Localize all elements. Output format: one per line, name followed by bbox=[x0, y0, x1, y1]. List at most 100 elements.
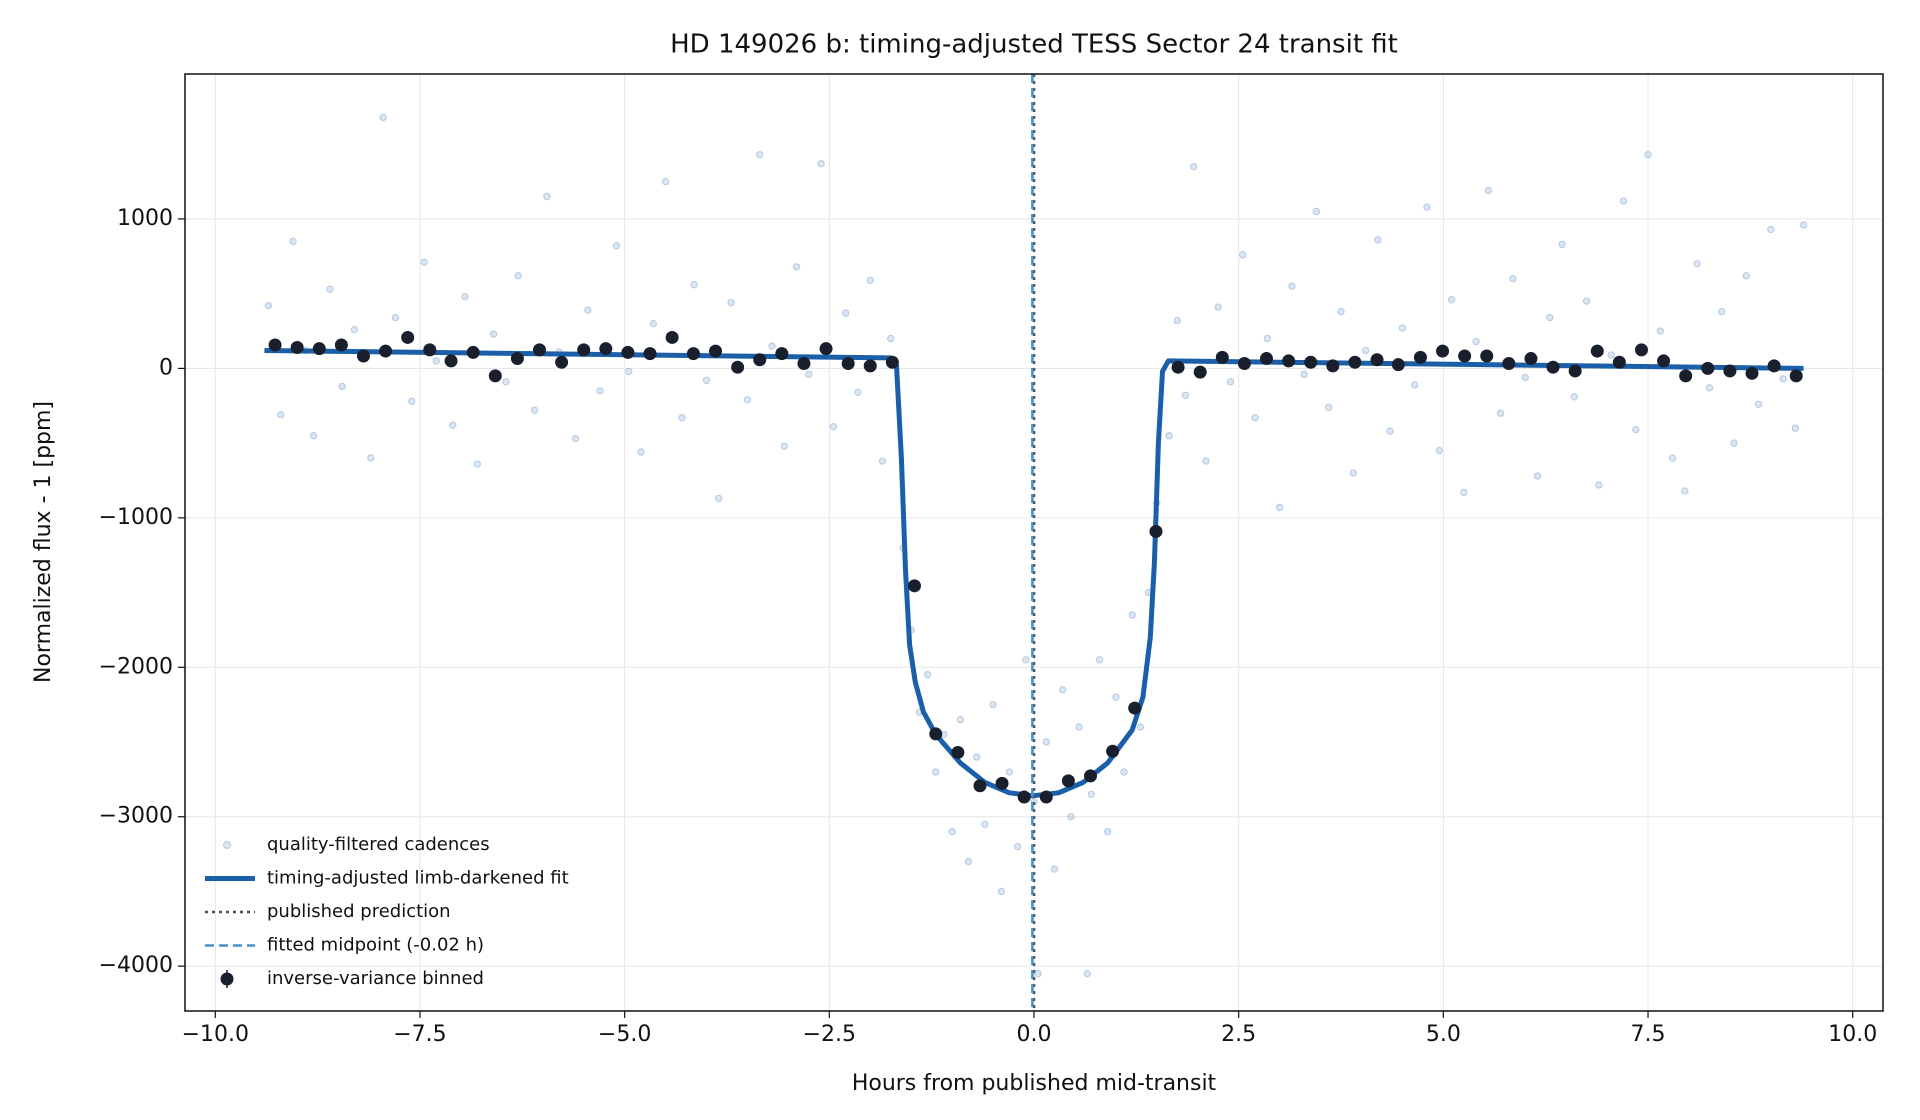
cadence-point bbox=[1042, 738, 1050, 746]
cadence-point bbox=[1374, 236, 1382, 244]
binned-point bbox=[731, 360, 745, 374]
binned-point bbox=[797, 356, 811, 370]
binned-point bbox=[423, 343, 437, 357]
binned-point bbox=[312, 342, 326, 356]
cadence-point bbox=[997, 887, 1005, 896]
binned-point bbox=[1657, 354, 1671, 368]
binned-point bbox=[1745, 366, 1759, 380]
cadence-point bbox=[350, 325, 359, 334]
cadence-point bbox=[473, 460, 481, 468]
cadence-point bbox=[1718, 307, 1726, 316]
cadence-point bbox=[1034, 969, 1042, 978]
cadence-point bbox=[1120, 768, 1128, 776]
binned-point bbox=[268, 338, 282, 352]
cadence-point bbox=[1050, 865, 1059, 873]
cadence-point bbox=[596, 387, 604, 395]
binned-point bbox=[599, 342, 613, 356]
cadence-point bbox=[1103, 827, 1112, 836]
cadence-point bbox=[1095, 656, 1104, 664]
binned-point bbox=[1590, 344, 1604, 358]
y-tick-label: 0 bbox=[159, 355, 173, 380]
cadence-point bbox=[1509, 275, 1517, 283]
cadence-point bbox=[379, 113, 387, 122]
cadence-point bbox=[1656, 327, 1665, 335]
cadence-point bbox=[408, 397, 416, 405]
binned-point bbox=[1171, 360, 1185, 374]
y-tick-label: −3000 bbox=[99, 804, 173, 829]
binned-point bbox=[1436, 344, 1450, 358]
cadence-point bbox=[878, 457, 887, 465]
cadence-point bbox=[326, 285, 334, 293]
cadence-point bbox=[1423, 203, 1431, 211]
cadence-point bbox=[1263, 334, 1272, 343]
binned-point bbox=[1524, 352, 1538, 366]
cadence-point bbox=[1619, 197, 1628, 205]
cadence-point bbox=[1058, 686, 1067, 694]
x-axis-label: Hours from published mid-transit bbox=[852, 1071, 1217, 1096]
cadence-point bbox=[989, 700, 997, 709]
binned-point bbox=[1458, 349, 1472, 363]
cadence-point bbox=[829, 422, 838, 431]
cadence-point bbox=[1546, 313, 1554, 322]
legend-icon bbox=[223, 841, 231, 849]
cadence-point bbox=[1386, 427, 1394, 435]
cadence-point bbox=[981, 820, 989, 828]
cadence-point bbox=[1325, 403, 1333, 411]
binned-point bbox=[334, 338, 348, 352]
cadence-point bbox=[1693, 260, 1701, 268]
cadence-point bbox=[530, 406, 539, 414]
legend-icon bbox=[220, 972, 234, 986]
y-tick-label: −2000 bbox=[99, 654, 173, 679]
binned-point bbox=[510, 352, 524, 366]
x-tick-label: 5.0 bbox=[1426, 1022, 1461, 1047]
cadence-point bbox=[1136, 723, 1145, 731]
cadence-point bbox=[1165, 431, 1173, 440]
plot-frame bbox=[184, 73, 1884, 1012]
cadence-point bbox=[1496, 409, 1505, 417]
cadence-point bbox=[743, 396, 752, 404]
cadence-point bbox=[964, 857, 973, 866]
cadence-point bbox=[768, 342, 776, 350]
binned-point bbox=[951, 745, 965, 759]
cadence-point bbox=[1312, 207, 1321, 216]
x-tick-label: −10.0 bbox=[182, 1022, 249, 1047]
binned-point bbox=[885, 355, 899, 369]
cadence-point bbox=[625, 367, 633, 376]
binned-point bbox=[379, 344, 393, 358]
cadence-point bbox=[1767, 225, 1775, 234]
cadence-point bbox=[277, 411, 285, 419]
cadence-point bbox=[1337, 307, 1345, 316]
x-tick-label: −7.5 bbox=[393, 1022, 446, 1047]
cadence-point bbox=[972, 753, 981, 761]
binned-point bbox=[995, 776, 1009, 790]
binned-point bbox=[1061, 774, 1075, 788]
cadence-point bbox=[661, 177, 670, 186]
legend-label: inverse-variance binned bbox=[267, 968, 484, 989]
legend-label: published prediction bbox=[267, 901, 451, 922]
cadence-point bbox=[1799, 221, 1808, 229]
cadence-point bbox=[309, 431, 318, 440]
binned-point bbox=[1017, 790, 1031, 804]
binned-point bbox=[290, 340, 304, 354]
cadence-point bbox=[649, 319, 658, 328]
binned-point bbox=[1502, 356, 1516, 370]
cadence-point bbox=[1410, 381, 1419, 389]
binned-point bbox=[841, 356, 855, 370]
binned-point bbox=[1326, 359, 1340, 373]
binned-point bbox=[775, 347, 789, 361]
cadence-point bbox=[1730, 439, 1738, 447]
cadence-point bbox=[948, 827, 956, 836]
binned-point bbox=[1391, 358, 1405, 372]
cadence-point bbox=[887, 334, 895, 343]
binned-point bbox=[929, 727, 943, 741]
binned-point bbox=[1767, 359, 1781, 373]
plot-area bbox=[264, 74, 1808, 1011]
cadence-point bbox=[1742, 272, 1750, 280]
cadence-point bbox=[1435, 446, 1443, 455]
legend-label: quality-filtered cadences bbox=[267, 834, 490, 855]
binned-point bbox=[356, 349, 370, 363]
cadence-point bbox=[391, 313, 400, 322]
cadence-point bbox=[1607, 351, 1615, 359]
binned-point bbox=[1546, 360, 1560, 374]
